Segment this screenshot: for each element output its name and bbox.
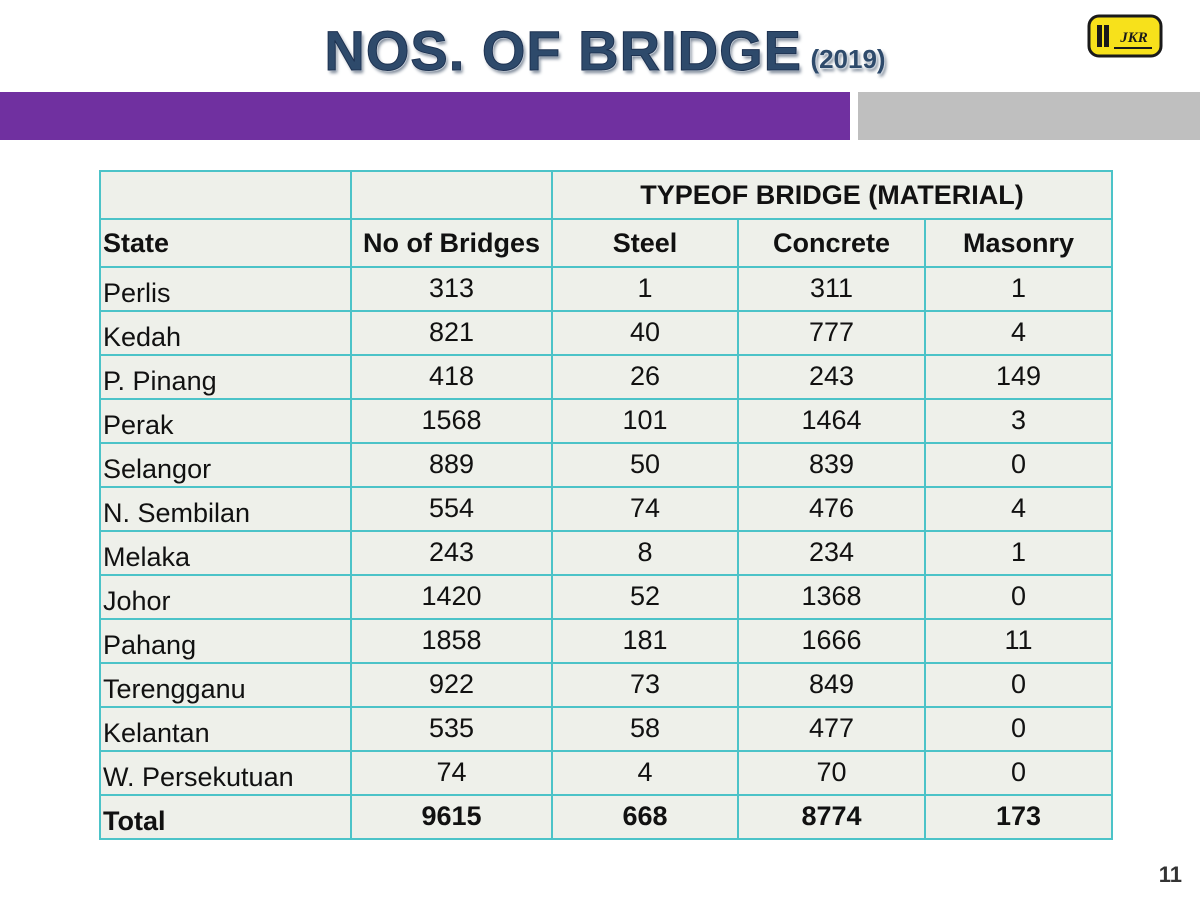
cell-state: P. Pinang [99, 354, 352, 400]
cell-state: Kedah [99, 310, 352, 356]
cell-concrete: 777 [737, 310, 926, 356]
table-row: P. Pinang 418 26 243 149 [99, 354, 1113, 400]
cell-concrete: 477 [737, 706, 926, 752]
cell-masonry: 0 [924, 442, 1113, 488]
cell-concrete: 70 [737, 750, 926, 796]
cell-state: Melaka [99, 530, 352, 576]
slide-title: NOS. OF BRIDGE (2019) [0, 18, 1200, 83]
cell-no-of-bridges: 889 [350, 442, 553, 488]
col-header-no-of-bridges: No of Bridges [350, 218, 553, 268]
cell-steel: 4 [551, 750, 739, 796]
table-row: W. Persekutuan 74 4 70 0 [99, 750, 1113, 796]
blank-cell [350, 170, 553, 220]
cell-steel: 1 [551, 266, 739, 312]
cell-state: Total [99, 794, 352, 840]
table-row: Kedah 821 40 777 4 [99, 310, 1113, 356]
cell-state: Selangor [99, 442, 352, 488]
cell-concrete: 1368 [737, 574, 926, 620]
cell-no-of-bridges: 1568 [350, 398, 553, 444]
cell-concrete: 1464 [737, 398, 926, 444]
cell-masonry: 1 [924, 530, 1113, 576]
cell-steel: 668 [551, 794, 739, 840]
material-group-header: TYPEOF BRIDGE (MATERIAL) [551, 170, 1113, 220]
cell-masonry: 3 [924, 398, 1113, 444]
cell-no-of-bridges: 1420 [350, 574, 553, 620]
cell-concrete: 8774 [737, 794, 926, 840]
cell-no-of-bridges: 418 [350, 354, 553, 400]
cell-steel: 50 [551, 442, 739, 488]
cell-masonry: 4 [924, 486, 1113, 532]
cell-state: Kelantan [99, 706, 352, 752]
cell-steel: 101 [551, 398, 739, 444]
cell-masonry: 11 [924, 618, 1113, 664]
cell-state: N. Sembilan [99, 486, 352, 532]
cell-no-of-bridges: 9615 [350, 794, 553, 840]
header-band-purple [0, 92, 850, 140]
cell-concrete: 1666 [737, 618, 926, 664]
col-header-masonry: Masonry [924, 218, 1113, 268]
cell-state: W. Persekutuan [99, 750, 352, 796]
cell-concrete: 243 [737, 354, 926, 400]
cell-steel: 58 [551, 706, 739, 752]
col-header-steel: Steel [551, 218, 739, 268]
cell-masonry: 1 [924, 266, 1113, 312]
cell-state: Johor [99, 574, 352, 620]
jkr-logo-icon: JKR [1087, 14, 1163, 58]
cell-state: Perak [99, 398, 352, 444]
total-row: Total 9615 668 8774 173 [99, 794, 1113, 840]
cell-masonry: 4 [924, 310, 1113, 356]
table-row: Perak 1568 101 1464 3 [99, 398, 1113, 444]
cell-steel: 52 [551, 574, 739, 620]
cell-no-of-bridges: 74 [350, 750, 553, 796]
table-row: Johor 1420 52 1368 0 [99, 574, 1113, 620]
cell-no-of-bridges: 1858 [350, 618, 553, 664]
table-row: Kelantan 535 58 477 0 [99, 706, 1113, 752]
cell-steel: 8 [551, 530, 739, 576]
header-band-gray [858, 92, 1200, 140]
col-header-concrete: Concrete [737, 218, 926, 268]
bridge-table: TYPEOF BRIDGE (MATERIAL) State No of Bri… [99, 170, 1113, 840]
cell-concrete: 839 [737, 442, 926, 488]
group-header-row: TYPEOF BRIDGE (MATERIAL) [99, 170, 1113, 220]
cell-masonry: 0 [924, 706, 1113, 752]
table-row: Pahang 1858 181 1666 11 [99, 618, 1113, 664]
logo-text: JKR [1119, 30, 1148, 46]
title-main: NOS. OF BRIDGE [324, 19, 802, 83]
cell-masonry: 0 [924, 662, 1113, 708]
cell-masonry: 0 [924, 574, 1113, 620]
table-row: Terengganu 922 73 849 0 [99, 662, 1113, 708]
table-row: Selangor 889 50 839 0 [99, 442, 1113, 488]
cell-state: Terengganu [99, 662, 352, 708]
cell-masonry: 149 [924, 354, 1113, 400]
cell-steel: 26 [551, 354, 739, 400]
title-year: (2019) [810, 44, 886, 74]
col-header-state: State [99, 218, 352, 268]
cell-no-of-bridges: 243 [350, 530, 553, 576]
cell-concrete: 311 [737, 266, 926, 312]
table-row: Melaka 243 8 234 1 [99, 530, 1113, 576]
cell-concrete: 849 [737, 662, 926, 708]
cell-no-of-bridges: 554 [350, 486, 553, 532]
cell-masonry: 173 [924, 794, 1113, 840]
cell-steel: 181 [551, 618, 739, 664]
cell-steel: 74 [551, 486, 739, 532]
cell-state: Perlis [99, 266, 352, 312]
table-row: Perlis 313 1 311 1 [99, 266, 1113, 312]
cell-steel: 73 [551, 662, 739, 708]
cell-no-of-bridges: 535 [350, 706, 553, 752]
cell-concrete: 234 [737, 530, 926, 576]
page-number: 11 [1158, 862, 1182, 887]
cell-no-of-bridges: 821 [350, 310, 553, 356]
cell-no-of-bridges: 922 [350, 662, 553, 708]
cell-no-of-bridges: 313 [350, 266, 553, 312]
cell-state: Pahang [99, 618, 352, 664]
column-header-row: State No of Bridges Steel Concrete Mason… [99, 218, 1113, 268]
table-row: N. Sembilan 554 74 476 4 [99, 486, 1113, 532]
blank-cell [99, 170, 352, 220]
cell-concrete: 476 [737, 486, 926, 532]
cell-steel: 40 [551, 310, 739, 356]
cell-masonry: 0 [924, 750, 1113, 796]
